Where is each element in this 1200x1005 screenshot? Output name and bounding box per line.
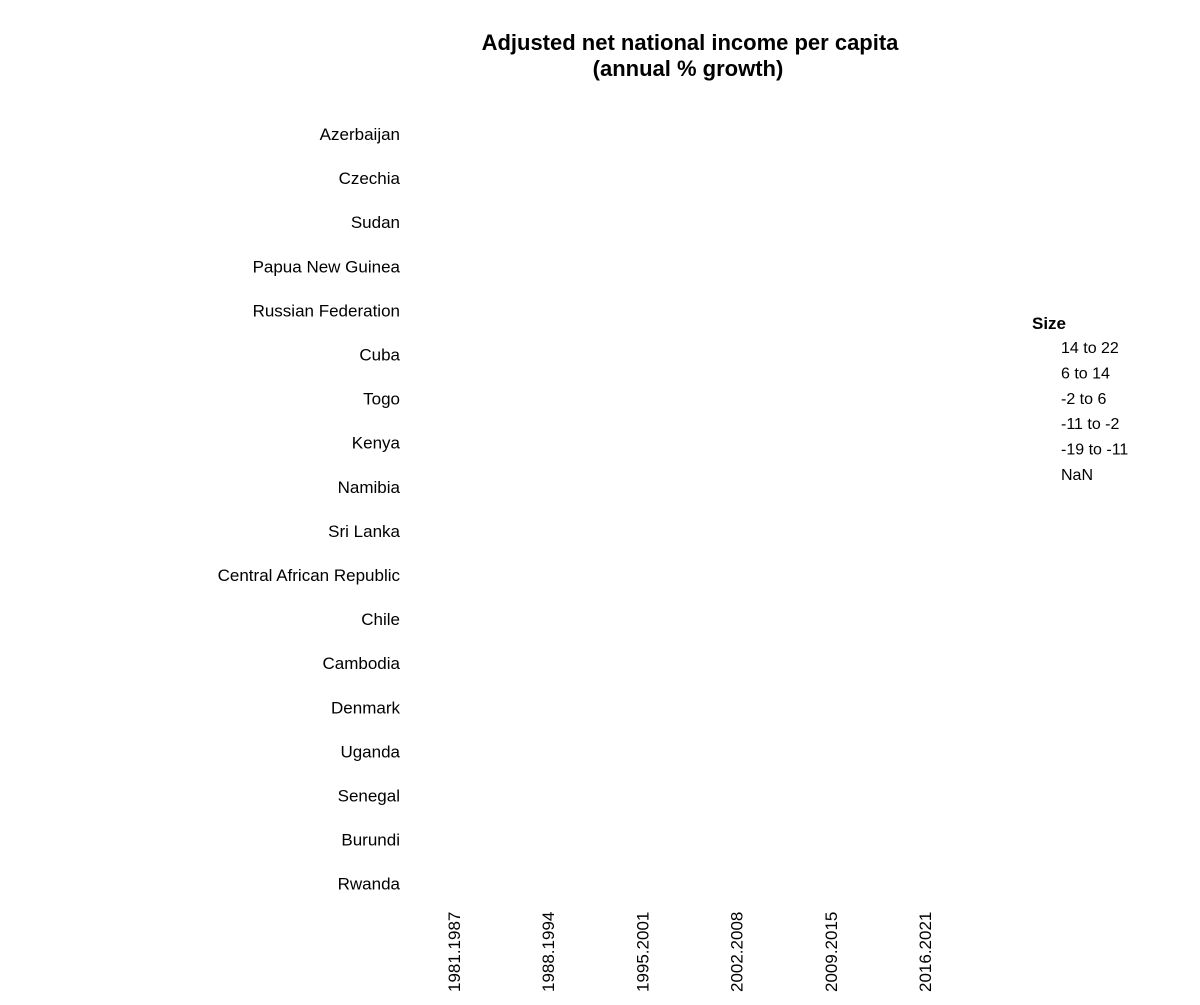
row-label-central-african-republic: Central African Republic bbox=[218, 566, 401, 585]
legend-item-2-to-6: -2 to 6 bbox=[1061, 391, 1106, 408]
legend-item-11-to-2: -11 to -2 bbox=[1061, 416, 1120, 433]
column-label-2016-2021: 2016.2021 bbox=[916, 912, 935, 992]
row-label-cambodia: Cambodia bbox=[323, 654, 401, 673]
column-label-2009-2015: 2009.2015 bbox=[822, 912, 841, 992]
row-labels: Azerbaijan Czechia Sudan Papua New Guinea Ru… bbox=[218, 125, 401, 894]
row-label-uganda: Uganda bbox=[340, 742, 400, 761]
row-label-czechia: Czechia bbox=[339, 169, 401, 188]
column-label-1988-1994: 1988.1994 bbox=[539, 912, 558, 992]
row-label-papua-new-guinea: Papua New Guinea bbox=[253, 257, 401, 276]
row-label-namibia: Namibia bbox=[338, 478, 401, 497]
row-label-burundi: Burundi bbox=[341, 831, 400, 850]
legend: Size 14 to 22 6 to 14 -2 to 6 -11 to -2 -19 … bbox=[1032, 314, 1128, 484]
legend-item-19-to-11: -19 to -11 bbox=[1061, 442, 1128, 459]
row-label-sri-lanka: Sri Lanka bbox=[328, 522, 400, 541]
column-labels: 1981.1987 1988.1994 1995.2001 2002.2008 2009… bbox=[445, 912, 935, 992]
chart-subtitle: (annual % growth) bbox=[593, 56, 784, 81]
legend-title: Size bbox=[1032, 314, 1066, 333]
row-label-denmark: Denmark bbox=[331, 698, 400, 717]
legend-items: 14 to 22 6 to 14 -2 to 6 -11 to -2 -19 to -1… bbox=[1061, 340, 1128, 484]
legend-item-14-to-22: 14 to 22 bbox=[1061, 340, 1119, 357]
column-label-2002-2008: 2002.2008 bbox=[728, 912, 747, 992]
chart-title: Adjusted net national income per capita bbox=[482, 30, 900, 55]
legend-item-nan: NaN bbox=[1061, 467, 1093, 484]
row-label-chile: Chile bbox=[361, 610, 400, 629]
column-label-1995-2001: 1995.2001 bbox=[633, 912, 652, 992]
row-label-kenya: Kenya bbox=[352, 434, 401, 453]
row-label-russian-federation: Russian Federation bbox=[253, 301, 400, 320]
row-label-rwanda: Rwanda bbox=[338, 875, 401, 894]
row-label-cuba: Cuba bbox=[359, 346, 400, 365]
row-label-togo: Togo bbox=[363, 390, 400, 409]
row-label-azerbaijan: Azerbaijan bbox=[320, 125, 400, 144]
row-label-sudan: Sudan bbox=[351, 213, 400, 232]
row-label-senegal: Senegal bbox=[338, 787, 400, 806]
legend-item-6-to-14: 6 to 14 bbox=[1061, 365, 1110, 382]
column-label-1981-1987: 1981.1987 bbox=[445, 912, 464, 992]
